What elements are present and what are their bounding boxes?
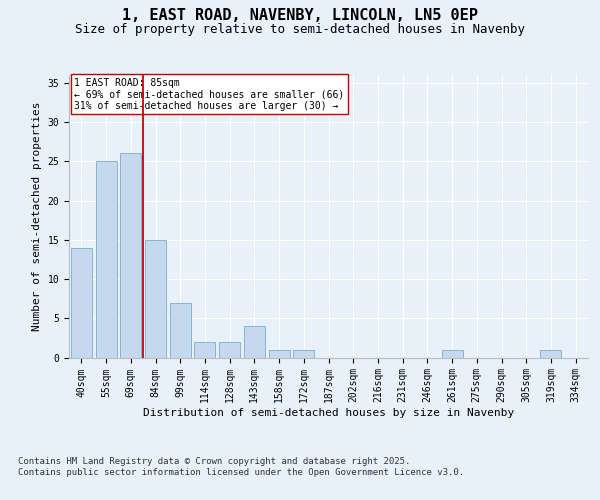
Text: 1 EAST ROAD: 85sqm
← 69% of semi-detached houses are smaller (66)
31% of semi-de: 1 EAST ROAD: 85sqm ← 69% of semi-detache… [74, 78, 344, 111]
Bar [244, 326, 265, 358]
Bar [95, 162, 116, 358]
Y-axis label: Number of semi-detached properties: Number of semi-detached properties [32, 102, 42, 331]
Bar [145, 240, 166, 358]
Text: Size of property relative to semi-detached houses in Navenby: Size of property relative to semi-detach… [75, 22, 525, 36]
Bar [219, 342, 240, 357]
Text: Contains HM Land Registry data © Crown copyright and database right 2025.
Contai: Contains HM Land Registry data © Crown c… [18, 458, 464, 477]
X-axis label: Distribution of semi-detached houses by size in Navenby: Distribution of semi-detached houses by … [143, 408, 514, 418]
Bar [541, 350, 562, 358]
Bar [194, 342, 215, 357]
Bar [269, 350, 290, 358]
Bar [71, 248, 92, 358]
Text: 1, EAST ROAD, NAVENBY, LINCOLN, LN5 0EP: 1, EAST ROAD, NAVENBY, LINCOLN, LN5 0EP [122, 8, 478, 22]
Bar [170, 302, 191, 358]
Bar [293, 350, 314, 358]
Bar [120, 154, 141, 358]
Bar [442, 350, 463, 358]
